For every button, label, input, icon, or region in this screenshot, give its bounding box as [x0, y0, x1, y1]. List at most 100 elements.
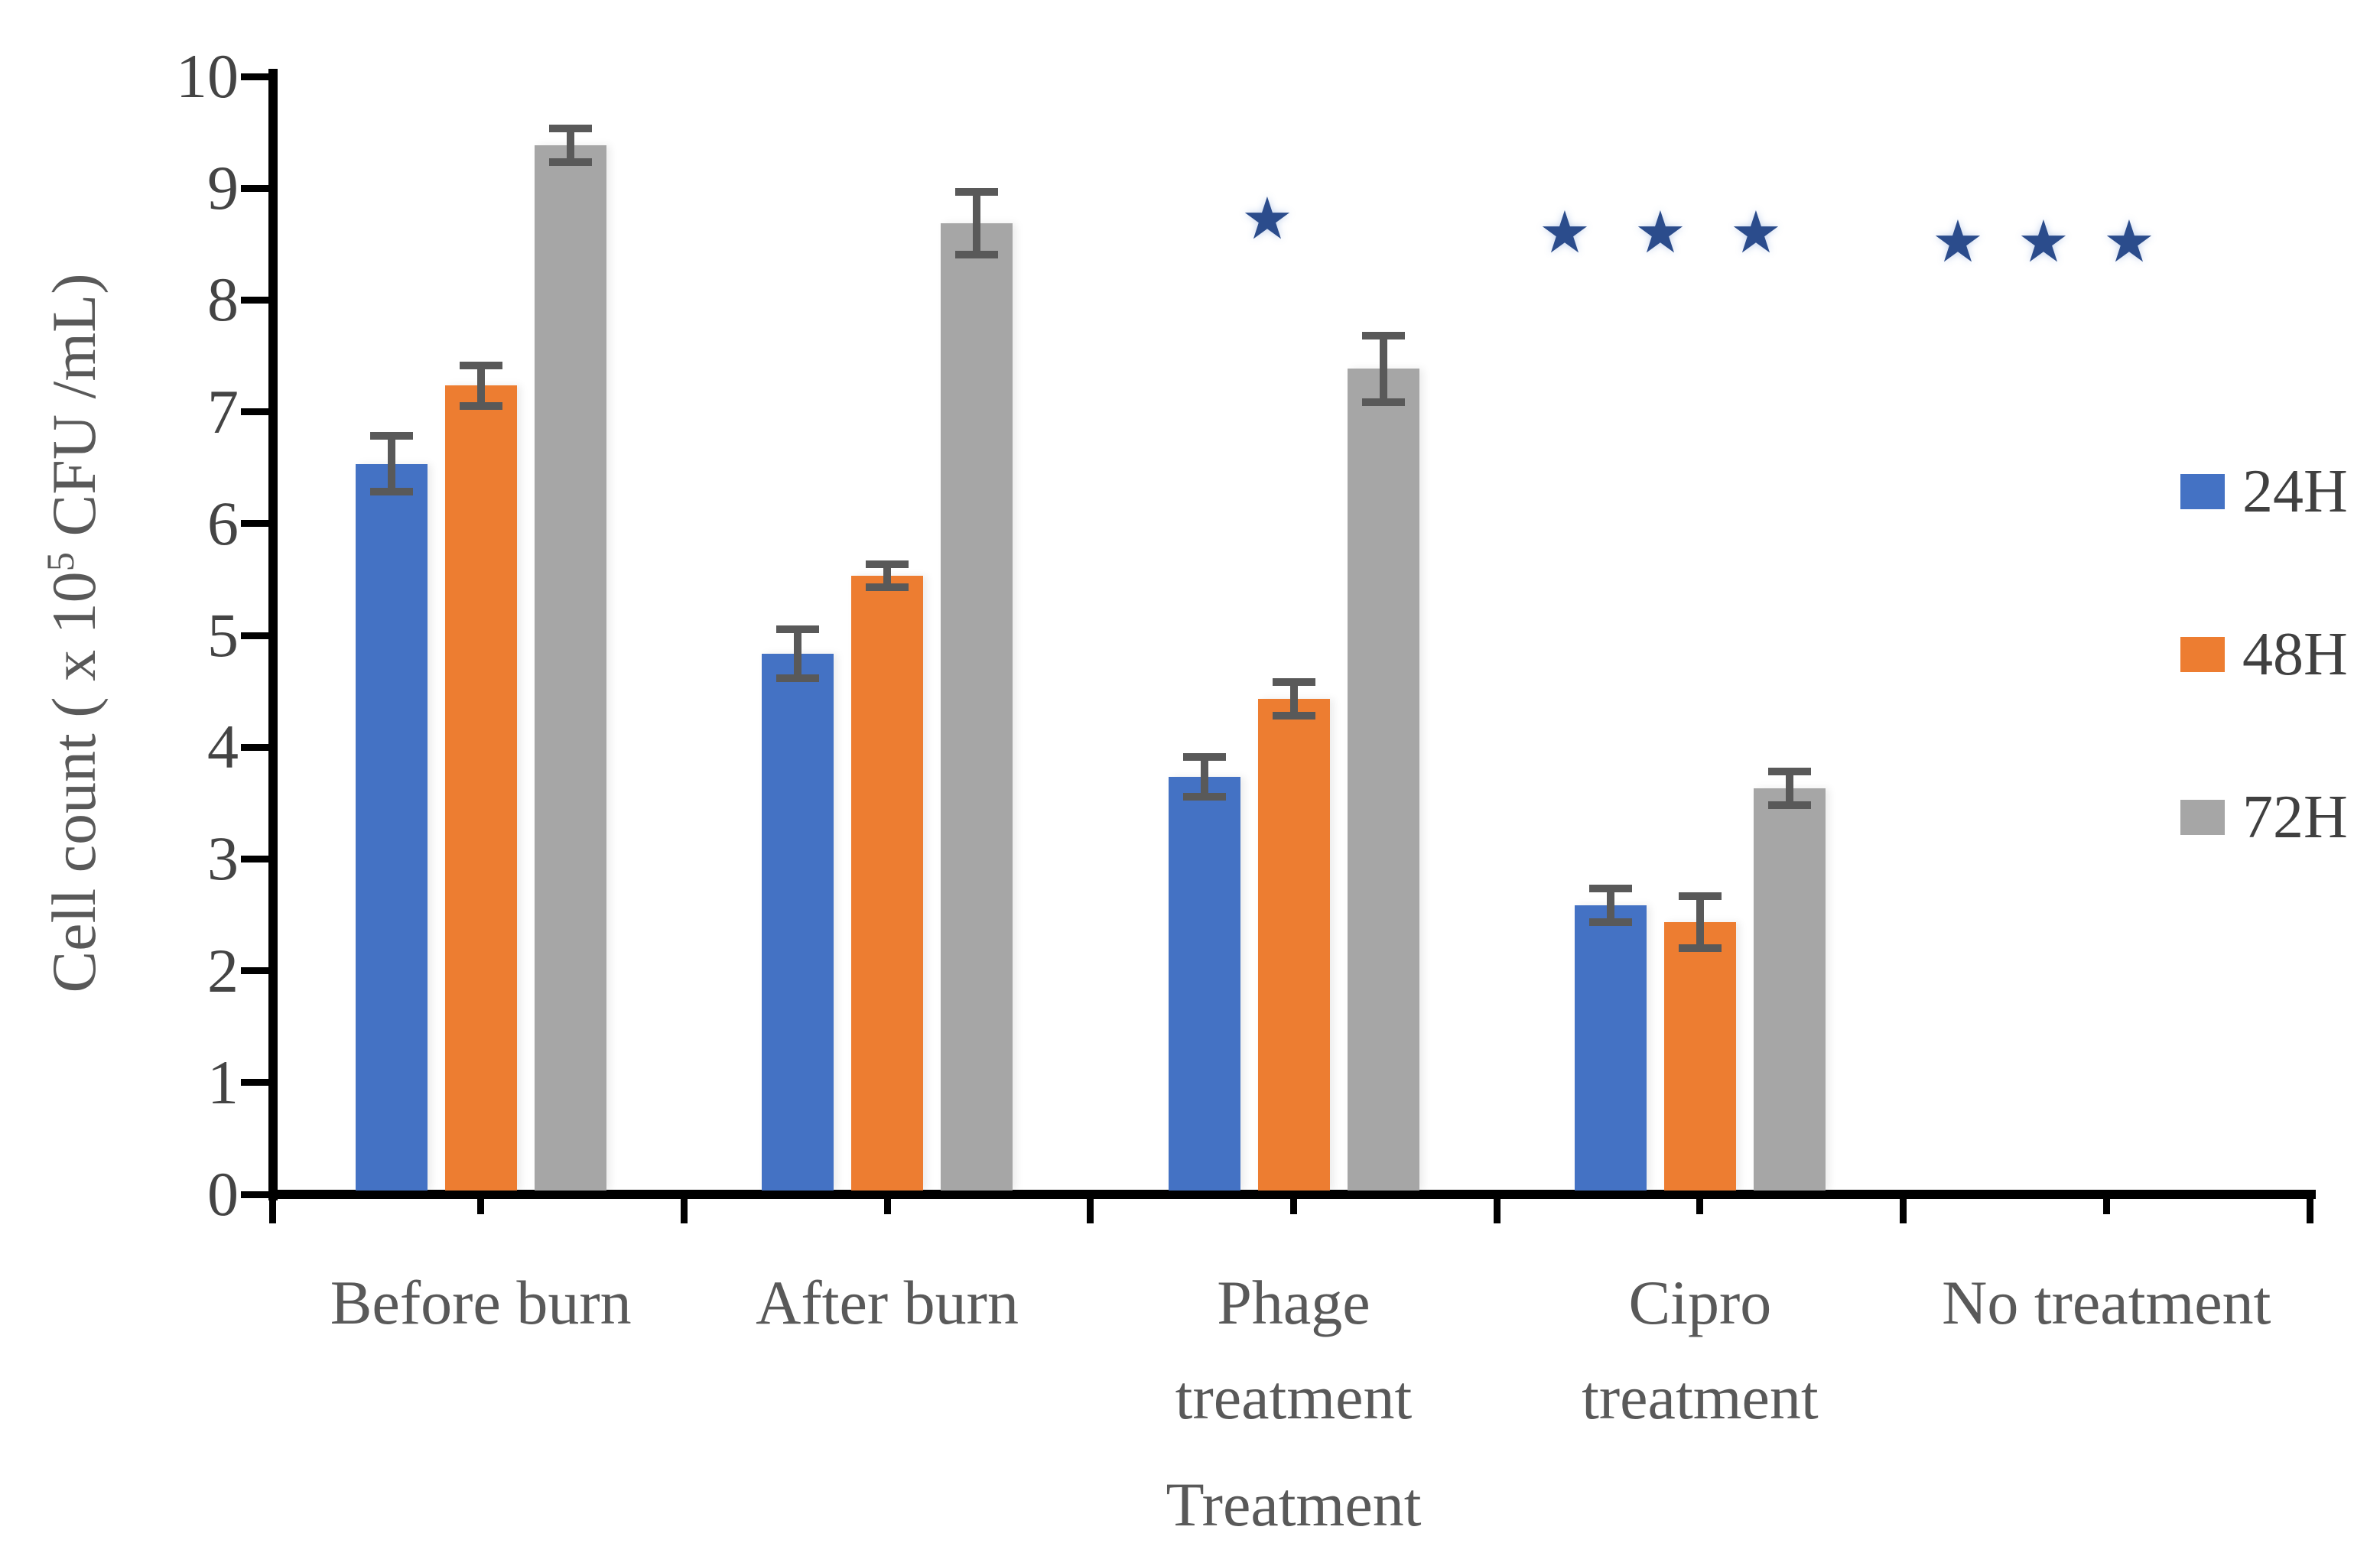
error-bar-cap-top [369, 432, 413, 440]
x-axis-minor-tick [1696, 1199, 1704, 1214]
error-bar-stem [566, 128, 574, 162]
y-axis-tick [241, 1079, 268, 1087]
y-axis-tick-label: 1 [207, 1047, 239, 1117]
legend-label-48h: 48H [2242, 621, 2348, 688]
error-bar-stem [973, 192, 981, 255]
y-axis-tick-label: 6 [207, 488, 239, 558]
legend-label-72h: 72H [2242, 784, 2348, 851]
error-bar-cap-top [459, 362, 502, 370]
error-bar-cap-top [1182, 752, 1226, 761]
significance-star-icon: ★ [1931, 210, 1985, 274]
y-axis-tick-label: 8 [207, 265, 239, 335]
error-bar-stem [476, 365, 485, 406]
error-bar-cap-top [955, 188, 999, 197]
x-axis-major-tick [680, 1199, 688, 1223]
x-axis-category-label: No treatment [1942, 1268, 2271, 1337]
bar-48h-2 [1257, 698, 1330, 1191]
x-axis-minor-tick [2102, 1199, 2110, 1214]
error-bar-cap-bottom [1182, 793, 1226, 801]
significance-star-icon: ★ [2102, 210, 2156, 274]
error-bar-cap-bottom [369, 488, 413, 496]
y-axis-tick [241, 408, 268, 416]
x-axis-category-label: treatment [1582, 1363, 1819, 1432]
error-bar-stem [794, 629, 802, 679]
legend-swatch-48h [2180, 637, 2225, 672]
y-axis-tick [241, 967, 268, 975]
error-bar-cap-top [866, 560, 909, 569]
error-bar-cap-top [1767, 767, 1811, 775]
x-axis-category-label: Phage [1217, 1268, 1370, 1337]
error-bar-cap-top [1361, 331, 1405, 339]
error-bar-stem [1379, 335, 1387, 403]
bar-48h-1 [851, 575, 924, 1191]
error-bar-stem [1606, 888, 1614, 923]
error-bar-cap-bottom [1588, 918, 1632, 927]
y-axis-tick-label: 2 [207, 935, 239, 1005]
y-axis-tick [241, 855, 268, 862]
error-bar-stem [1785, 771, 1793, 805]
y-axis-tick [241, 184, 268, 192]
x-axis-major-tick [1493, 1199, 1501, 1223]
y-axis-tick-label: 10 [176, 41, 239, 111]
y-axis-tick-label: 7 [207, 376, 239, 447]
y-axis-tick-label: 4 [207, 712, 239, 782]
y-axis-tick [241, 73, 268, 80]
error-bar-cap-bottom [776, 674, 820, 683]
x-axis-major-tick [1900, 1199, 1907, 1223]
bar-24h-1 [762, 654, 834, 1191]
x-axis-category-label: Before burn [330, 1268, 632, 1337]
error-bar-cap-bottom [1767, 801, 1811, 809]
error-bar-cap-bottom [955, 251, 999, 259]
error-bar-stem [1200, 756, 1208, 797]
error-bar-cap-bottom [1272, 711, 1315, 720]
error-bar-stem [883, 564, 892, 587]
error-bar-cap-bottom [459, 401, 502, 410]
error-bar-stem [387, 436, 395, 492]
bar-48h-0 [444, 385, 517, 1191]
significance-star-icon: ★ [1240, 187, 1294, 252]
error-bar-cap-top [1678, 892, 1722, 901]
error-bar-stem [1696, 896, 1704, 948]
y-axis-line [268, 69, 278, 1200]
error-bar-cap-bottom [866, 583, 909, 591]
y-axis-tick-label: 5 [207, 600, 239, 670]
bar-72h-1 [941, 223, 1013, 1191]
y-axis-tick [241, 520, 268, 528]
y-axis-tick [241, 743, 268, 751]
legend-swatch-72h [2180, 800, 2225, 835]
x-axis-category-label: After burn [756, 1268, 1019, 1337]
y-axis-tick [241, 296, 268, 304]
error-bar-stem [1289, 681, 1298, 716]
x-axis-minor-tick [1290, 1199, 1297, 1214]
error-bar-cap-bottom [1678, 944, 1722, 952]
bar-72h-0 [534, 145, 606, 1191]
significance-star-icon: ★ [2017, 210, 2070, 274]
significance-star-icon: ★ [1538, 201, 1592, 265]
x-axis-major-tick [268, 1199, 276, 1223]
error-bar-cap-top [1272, 677, 1315, 686]
bar-24h-0 [355, 463, 428, 1191]
y-axis-tick [241, 632, 268, 639]
error-bar-cap-top [776, 625, 820, 634]
error-bar-cap-top [1588, 885, 1632, 893]
legend-swatch-24h [2180, 474, 2225, 509]
bar-72h-3 [1753, 788, 1826, 1191]
bar-48h-3 [1663, 922, 1736, 1191]
y-axis-tick-label: 0 [207, 1159, 239, 1229]
y-axis-tick [241, 1191, 268, 1198]
y-axis-tick-label: 3 [207, 823, 239, 894]
significance-star-icon: ★ [1729, 201, 1783, 265]
error-bar-cap-top [548, 125, 592, 133]
x-axis-major-tick [2306, 1199, 2313, 1223]
legend-label-24h: 24H [2242, 458, 2348, 525]
x-axis-title: Treatment [1166, 1470, 1422, 1539]
error-bar-cap-bottom [548, 158, 592, 166]
x-axis-major-tick [1087, 1199, 1094, 1223]
x-axis-minor-tick [477, 1199, 485, 1214]
significance-star-icon: ★ [1634, 201, 1687, 265]
bar-24h-3 [1574, 905, 1647, 1191]
x-axis-category-label: Cipro [1628, 1268, 1772, 1337]
